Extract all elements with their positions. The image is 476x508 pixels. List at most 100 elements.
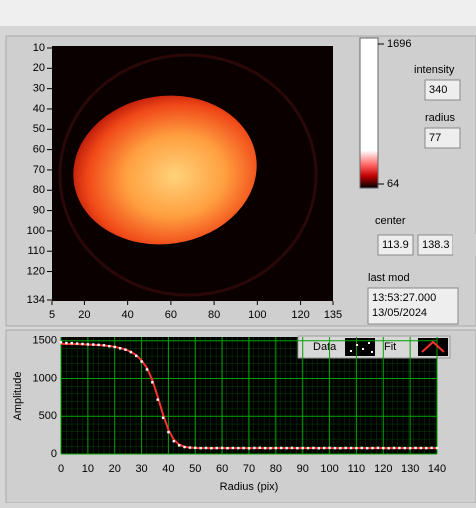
indicator (424, 127, 461, 149)
legend-dot (371, 351, 373, 353)
legend-dot (362, 348, 364, 350)
toolbar (0, 0, 476, 26)
indicator-value: 13/05/2024 (372, 307, 427, 319)
data-point (371, 446, 374, 450)
data-point (86, 343, 90, 346)
data-point (135, 354, 138, 358)
y-tick-label: 50 (33, 123, 45, 135)
beam-spot (73, 95, 257, 245)
y-tick-label: 0 (51, 448, 57, 460)
x-tick-label: 100 (248, 309, 266, 321)
indicator-value: 13:53:27.000 (372, 292, 436, 304)
data-point (430, 446, 433, 450)
data-point (425, 446, 428, 450)
y-tick-label: 500 (39, 410, 57, 422)
x-tick-label: 135 (324, 309, 342, 321)
x-tick-label: 20 (78, 309, 90, 321)
label: intensity (414, 64, 455, 76)
legend-dot (350, 350, 352, 352)
indicator-value: 340 (429, 84, 447, 96)
legend-label: Fit (384, 341, 396, 353)
data-point (403, 446, 406, 450)
y-tick-label: 80 (33, 184, 45, 196)
x-tick-label: 90 (297, 463, 309, 475)
data-point (392, 446, 396, 450)
data-point (274, 446, 278, 450)
data-point (161, 416, 165, 419)
data-point (118, 347, 122, 350)
data-point (301, 446, 304, 450)
x-tick-label: 110 (348, 463, 366, 475)
data-point (124, 348, 127, 351)
data-point (333, 446, 337, 450)
y-tick-label: 70 (33, 164, 45, 176)
label: last mod (368, 272, 410, 284)
data-point (344, 446, 347, 450)
data-point (253, 446, 256, 450)
data-point (177, 444, 181, 447)
data-point (414, 446, 417, 450)
data-point (317, 447, 321, 450)
label: radius (425, 112, 455, 124)
data-point (226, 446, 229, 450)
data-point (387, 447, 390, 450)
data-point (247, 447, 251, 450)
x-tick-label: 10 (82, 463, 94, 475)
data-point (199, 446, 202, 450)
data-point (151, 381, 154, 384)
data-point (365, 446, 369, 450)
x-tick-label: 20 (109, 463, 121, 475)
y-tick-label: 134 (27, 294, 45, 306)
data-point (188, 446, 192, 449)
data-point (204, 446, 208, 450)
data-point (398, 446, 401, 450)
colorbar (359, 37, 379, 189)
data-point (323, 446, 326, 450)
indicator-value: 113.9 (382, 239, 409, 251)
data-point (382, 446, 385, 450)
data-point (97, 343, 100, 347)
data-point (215, 446, 218, 450)
data-point (296, 446, 299, 450)
y-tick-label: 10 (33, 42, 45, 54)
x-axis-label: Radius (pix) (220, 481, 279, 493)
indicator (424, 79, 461, 101)
y-tick-label: 30 (33, 83, 45, 95)
x-tick-label: 60 (216, 463, 228, 475)
x-tick-label: 130 (401, 463, 419, 475)
data-point (210, 447, 213, 450)
data-point (290, 446, 294, 450)
data-point (355, 446, 358, 450)
x-tick-label: 120 (374, 463, 392, 475)
x-tick-label: 5 (49, 309, 55, 321)
data-point (408, 446, 412, 450)
data-point (285, 446, 288, 450)
data-point (194, 446, 197, 450)
clip (453, 234, 476, 256)
data-point (280, 446, 283, 450)
y-tick-label: 20 (33, 62, 45, 74)
y-tick-label: 1000 (33, 372, 57, 384)
data-point (92, 343, 95, 346)
y-tick-label: 60 (33, 144, 45, 156)
data-point (113, 345, 116, 349)
x-tick-label: 40 (122, 309, 134, 321)
x-tick-label: 0 (58, 463, 64, 475)
data-point (108, 345, 111, 348)
legend-dot (356, 344, 358, 346)
legend-label: Data (313, 341, 337, 353)
indicator (367, 287, 459, 325)
data-point (220, 446, 224, 450)
y-tick-label: 1500 (33, 335, 57, 347)
data-point (156, 398, 159, 401)
data-point (360, 446, 363, 450)
data-point (306, 446, 310, 450)
x-tick-label: 40 (162, 463, 174, 475)
y-tick-label: 110 (27, 245, 45, 257)
y-tick-label: 100 (27, 225, 45, 237)
data-point (258, 446, 261, 450)
y-tick-label: 40 (33, 103, 45, 115)
x-tick-label: 120 (291, 309, 309, 321)
